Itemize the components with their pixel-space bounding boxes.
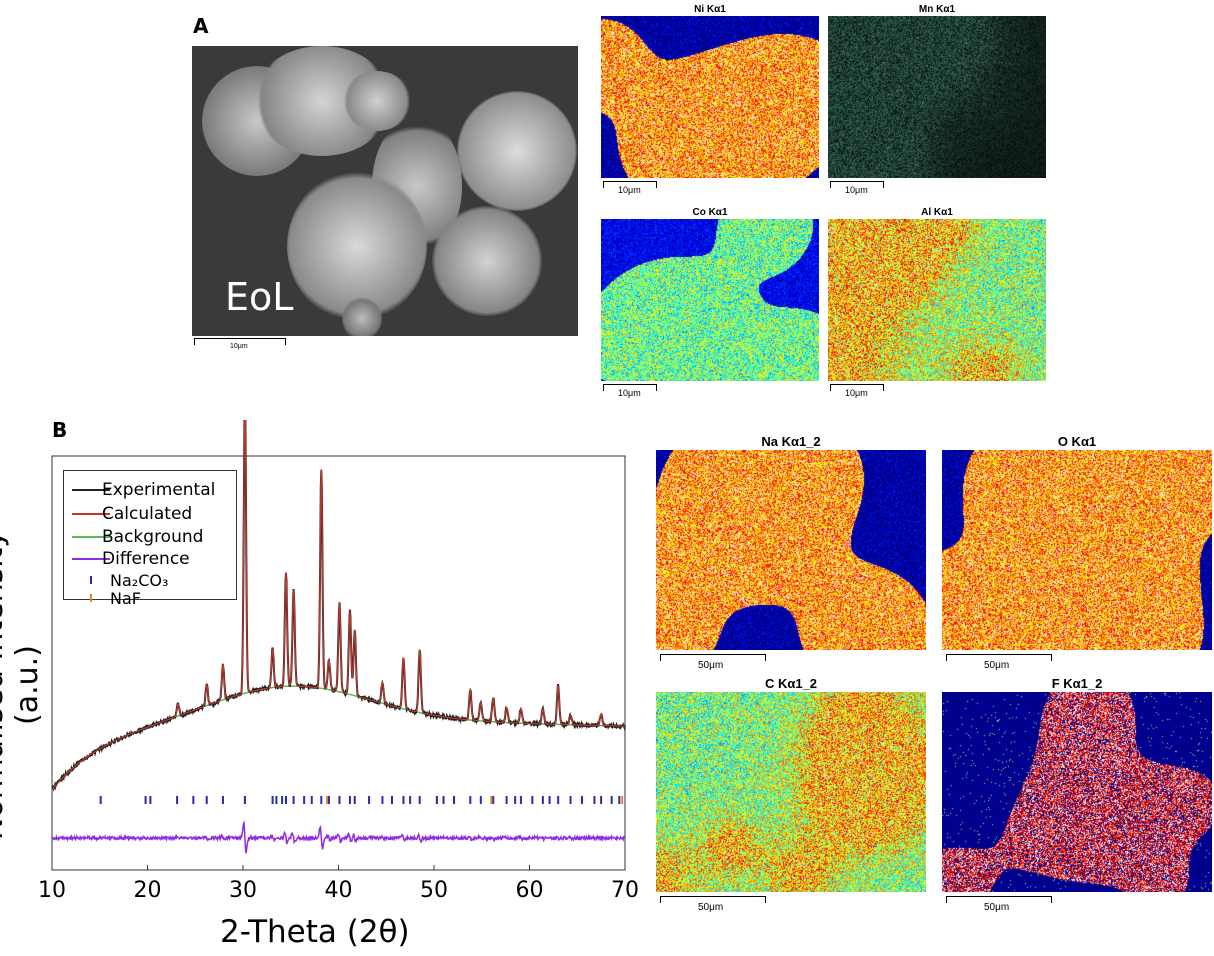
eds-ni-title: Ni Kα1 [694,4,726,15]
eds-c-map [656,692,926,892]
eds-o-map [942,450,1212,650]
eds-c-scale-bar [660,896,766,903]
eds-o-scale-bar [946,654,1052,661]
eds-map-canvas [656,692,926,892]
legend-swatch-background [72,536,110,538]
xrd-legend: Experimental Calculated Background Diffe… [63,470,237,608]
x-tick-label: 30 [229,878,257,903]
eds-na-title: Na Kα1_2 [761,434,821,449]
eds-mn-scale-text: 10μm [845,185,868,195]
x-tick-label: 40 [324,878,353,903]
series-background [51,685,626,791]
xrd-y-axis-label: Normalised Intensity (a.u.) [0,529,45,841]
eds-al-map [828,219,1046,381]
xrd-x-axis-label: 2-Theta (2θ) [220,914,410,950]
panel-b-letter: B [52,418,68,442]
eds-map-canvas [828,16,1046,178]
eds-map-canvas [601,16,819,178]
eds-co-scale-bar [603,384,657,391]
series-calculated [51,420,626,791]
eds-co-scale-text: 10μm [618,388,641,398]
legend-item-calculated: Calculated [72,503,192,525]
legend-swatch-experimental [72,489,110,491]
eds-ni-scale-bar [603,181,657,188]
legend-swatch-na2co3 [90,576,92,584]
eds-map-canvas [942,692,1212,892]
panel-a-letter: A [193,14,209,38]
eds-map-canvas [828,219,1046,381]
eds-na-scale-text: 50μm [698,660,724,671]
sem-scale-bar [194,338,286,345]
eds-na-scale-bar [660,654,766,661]
eds-o-scale-text: 50μm [984,660,1010,671]
eds-f-scale-text: 50μm [984,902,1010,913]
x-tick-label: 20 [133,878,162,903]
x-tick-label: 50 [420,878,448,903]
x-tick-label: 10 [38,878,66,903]
legend-label-calculated: Calculated [102,504,193,524]
eds-map-canvas [942,450,1212,650]
eds-o-title: O Kα1 [1057,434,1097,449]
eds-al-title: Al Kα1 [921,207,953,218]
eds-mn-title: Mn Kα1 [918,4,956,15]
legend-item-background: Background [72,526,203,548]
eds-al-scale-text: 10μm [845,388,868,398]
legend-label-naf: NaF [110,588,141,608]
sem-sample-label: EoL [225,275,294,319]
series-difference [51,820,626,854]
eds-c-scale-text: 50μm [698,902,724,913]
eds-mn-map [828,16,1046,178]
legend-item-naf: NaF [72,587,141,609]
x-tick-label: 70 [611,878,639,903]
eds-na-map [656,450,926,650]
sem-scale-text: 10μm [230,343,248,350]
eds-ni-scale-text: 10μm [618,185,641,195]
legend-label-background: Background [102,527,204,547]
legend-label-na2co3: Na₂CO₃ [110,570,169,590]
legend-label-experimental: Experimental [102,480,216,500]
legend-swatch-calculated [72,513,110,515]
legend-swatch-difference [72,558,110,560]
legend-item-na2co3: Na₂CO₃ [72,569,168,591]
eds-f-title: F Kα1_2 [1051,676,1103,691]
eds-map-canvas [601,219,819,381]
eds-c-title: C Kα1_2 [764,676,818,691]
eds-ni-map [601,16,819,178]
legend-swatch-naf [90,594,92,602]
eds-mn-scale-bar [830,181,884,188]
eds-al-scale-bar [830,384,884,391]
eds-f-map [942,692,1212,892]
eds-co-map [601,219,819,381]
sem-image [192,46,578,336]
eds-co-title: Co Kα1 [692,207,728,218]
xrd-chart [51,420,626,871]
legend-item-difference: Difference [72,548,190,570]
eds-map-canvas [656,450,926,650]
legend-label-difference: Difference [102,549,190,569]
legend-item-experimental: Experimental [72,479,215,501]
eds-f-scale-bar [946,896,1052,903]
x-tick-label: 60 [515,878,544,903]
